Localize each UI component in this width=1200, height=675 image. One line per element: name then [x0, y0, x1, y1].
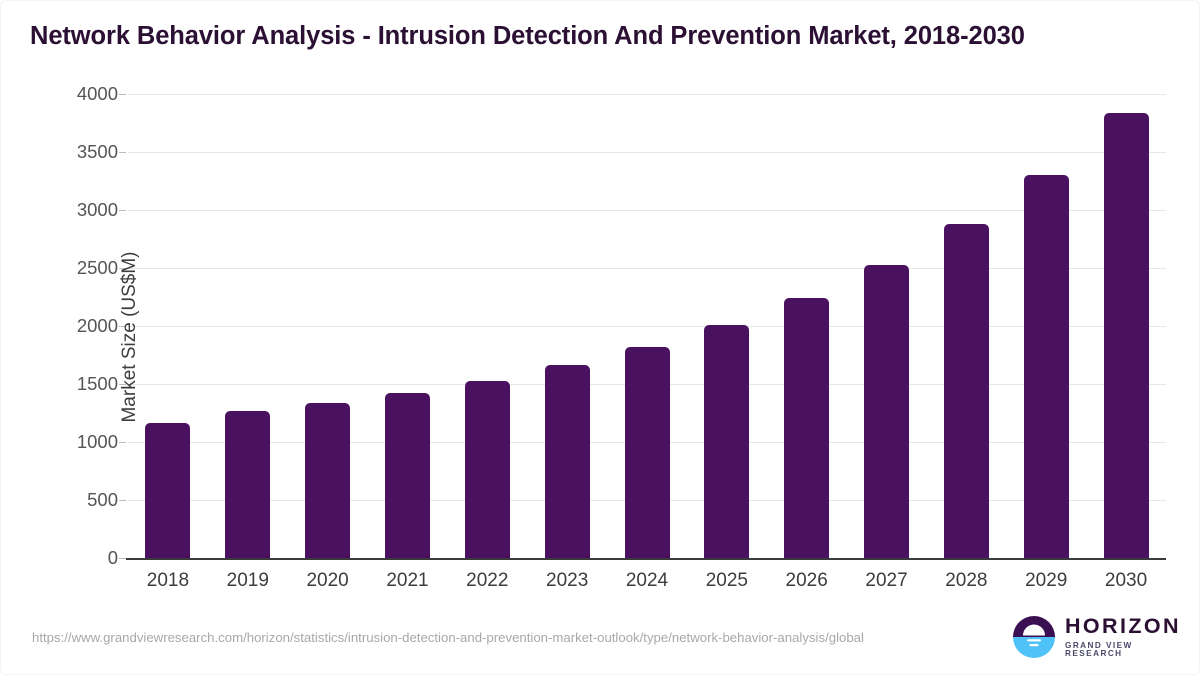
x-axis-tick-label: 2027 [865, 570, 908, 591]
horizon-logo-icon [1013, 616, 1055, 658]
x-axis-tick-label: 2028 [945, 570, 988, 591]
gridline [128, 94, 1166, 95]
logo-subtitle: GRAND VIEW RESEARCH [1065, 640, 1133, 658]
logo-wordmark: HORIZON [1065, 614, 1181, 639]
x-axis-tick-label: 2022 [466, 570, 509, 591]
y-axis-tick-label: 4000 [76, 83, 118, 104]
y-axis-tick [119, 442, 126, 443]
x-axis-tick-label: 2025 [705, 570, 748, 591]
source-url[interactable]: https://www.grandviewresearch.com/horizo… [32, 630, 864, 645]
y-axis-tick-label: 0 [107, 547, 118, 568]
y-axis-tick [119, 210, 126, 211]
y-axis-tick [119, 94, 126, 95]
bar-2018[interactable] [145, 423, 191, 558]
x-axis-tick-label: 2023 [546, 570, 589, 591]
y-axis-tick-label: 500 [87, 489, 118, 510]
x-axis-tick-label: 2018 [146, 570, 190, 591]
bar-2021[interactable] [384, 392, 430, 558]
x-axis-tick-label: 2026 [785, 570, 828, 591]
gridline [128, 152, 1166, 153]
y-axis-tick-label: 2500 [76, 257, 118, 278]
horizon-logo: HORIZON GRAND VIEW RESEARCH [1012, 613, 1179, 661]
horizon-logo-text: HORIZON GRAND VIEW RESEARCH [1065, 616, 1181, 658]
bar-2030[interactable] [1103, 112, 1149, 558]
bar-2029[interactable] [1023, 174, 1069, 558]
bar-2019[interactable] [225, 410, 271, 558]
x-axis-tick-label: 2019 [226, 570, 269, 591]
x-axis-line [126, 558, 1166, 560]
bar-2026[interactable] [784, 298, 830, 558]
y-axis-tick [119, 384, 126, 385]
y-axis-tick [119, 152, 126, 153]
page-title: Network Behavior Analysis - Intrusion De… [30, 22, 1025, 50]
y-axis-tick-label: 3500 [76, 141, 118, 162]
bar-2022[interactable] [464, 381, 510, 558]
x-axis-tick-label: 2020 [306, 570, 349, 591]
y-axis-tick-label: 1000 [76, 431, 118, 452]
bar-2027[interactable] [864, 264, 910, 558]
y-axis-tick [119, 326, 126, 327]
y-axis-tick-label: 1500 [76, 373, 118, 394]
y-axis-tick-label: 2000 [76, 315, 118, 336]
y-axis-tick [119, 500, 126, 501]
x-axis-tick-label: 2029 [1025, 570, 1068, 591]
bar-2028[interactable] [943, 223, 989, 558]
plot-area [119, 94, 1166, 559]
bar-2024[interactable] [624, 346, 670, 558]
gridline [128, 210, 1166, 211]
x-axis-tick-label: 2030 [1104, 570, 1148, 591]
x-axis-tick-label: 2024 [625, 570, 669, 591]
y-axis-title: Market Size (US$M) [119, 251, 140, 423]
x-axis-tick-label: 2021 [386, 570, 429, 591]
y-axis-tick [119, 268, 126, 269]
y-axis-tick-label: 3000 [76, 199, 118, 220]
y-axis-tick [119, 558, 126, 559]
gridline [128, 326, 1166, 327]
bar-2020[interactable] [305, 402, 351, 558]
bar-2023[interactable] [544, 364, 590, 558]
bar-2025[interactable] [704, 324, 750, 558]
gridline [128, 268, 1166, 269]
